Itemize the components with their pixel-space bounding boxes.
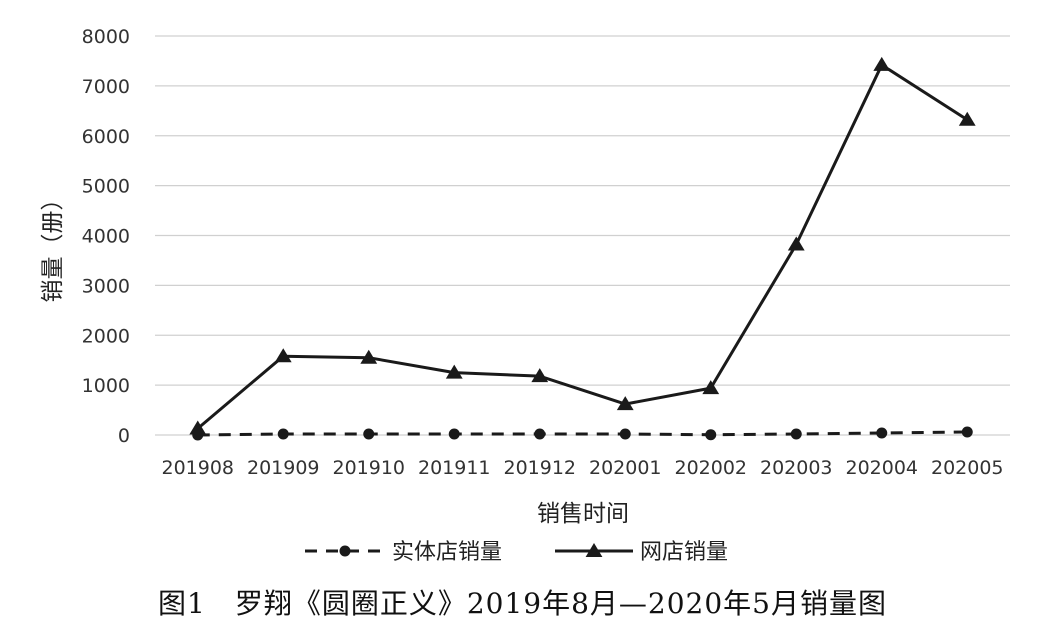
y-tick-label: 2000 bbox=[82, 325, 130, 347]
x-tick-label: 201912 bbox=[503, 457, 576, 479]
legend: 实体店销量 网店销量 bbox=[305, 540, 728, 565]
data-point-circle bbox=[363, 428, 375, 440]
data-point-triangle bbox=[958, 111, 976, 126]
data-point-circle bbox=[534, 428, 546, 440]
y-tick-label: 0 bbox=[118, 425, 130, 447]
y-axis-ticks: 0 1000 2000 3000 4000 5000 6000 7000 8000 bbox=[82, 26, 130, 447]
x-tick-label: 202005 bbox=[931, 457, 1004, 479]
y-tick-label: 6000 bbox=[82, 126, 130, 148]
x-tick-label: 202003 bbox=[760, 457, 833, 479]
data-point-circle bbox=[790, 428, 802, 440]
series-line-offline bbox=[197, 430, 968, 437]
x-tick-label: 202004 bbox=[845, 457, 918, 479]
data-point-circle bbox=[619, 428, 631, 440]
legend-label-online: 网店销量 bbox=[640, 540, 728, 565]
x-tick-label: 201911 bbox=[418, 457, 491, 479]
data-point-triangle bbox=[616, 396, 634, 411]
x-axis-ticks: 201908 201909 201910 201911 201912 202001 2020… bbox=[161, 457, 1003, 479]
data-point-triangle bbox=[189, 420, 207, 435]
data-point-circle bbox=[876, 427, 888, 439]
data-point-triangle bbox=[787, 236, 805, 251]
legend-marker-circle bbox=[339, 545, 351, 557]
line-chart: 0 1000 2000 3000 4000 5000 6000 7000 8000 201908… bbox=[40, 26, 1010, 565]
data-point-triangle bbox=[360, 349, 378, 364]
data-point-triangle bbox=[531, 368, 549, 383]
y-tick-label: 3000 bbox=[82, 275, 130, 297]
series-layer bbox=[189, 56, 976, 441]
y-tick-label: 7000 bbox=[82, 76, 130, 98]
x-tick-label: 202002 bbox=[674, 457, 747, 479]
x-tick-label: 201910 bbox=[332, 457, 405, 479]
x-tick-label: 201909 bbox=[247, 457, 320, 479]
data-point-triangle bbox=[873, 56, 891, 71]
y-tick-label: 5000 bbox=[82, 176, 130, 198]
gridlines bbox=[155, 35, 1010, 436]
y-axis-title: 销量（册） bbox=[40, 188, 66, 303]
x-tick-label: 202001 bbox=[589, 457, 662, 479]
data-point-circle bbox=[961, 426, 973, 438]
x-axis-title: 销售时间 bbox=[537, 501, 629, 527]
data-point-triangle bbox=[274, 348, 292, 363]
legend-label-offline: 实体店销量 bbox=[392, 540, 502, 565]
data-point-circle bbox=[705, 429, 717, 441]
series-line-online bbox=[196, 63, 969, 430]
legend-marker-triangle bbox=[585, 543, 603, 557]
y-tick-label: 4000 bbox=[82, 226, 130, 248]
y-tick-label: 8000 bbox=[82, 26, 130, 48]
y-tick-label: 1000 bbox=[82, 375, 130, 397]
x-tick-label: 201908 bbox=[161, 457, 234, 479]
data-point-circle bbox=[448, 428, 460, 440]
data-point-circle bbox=[277, 428, 289, 440]
figure-caption: 图1 罗翔《圆圈正义》2019年8月—2020年5月销量图 bbox=[158, 587, 887, 620]
data-point-triangle bbox=[445, 364, 463, 379]
data-point-triangle bbox=[702, 380, 720, 395]
